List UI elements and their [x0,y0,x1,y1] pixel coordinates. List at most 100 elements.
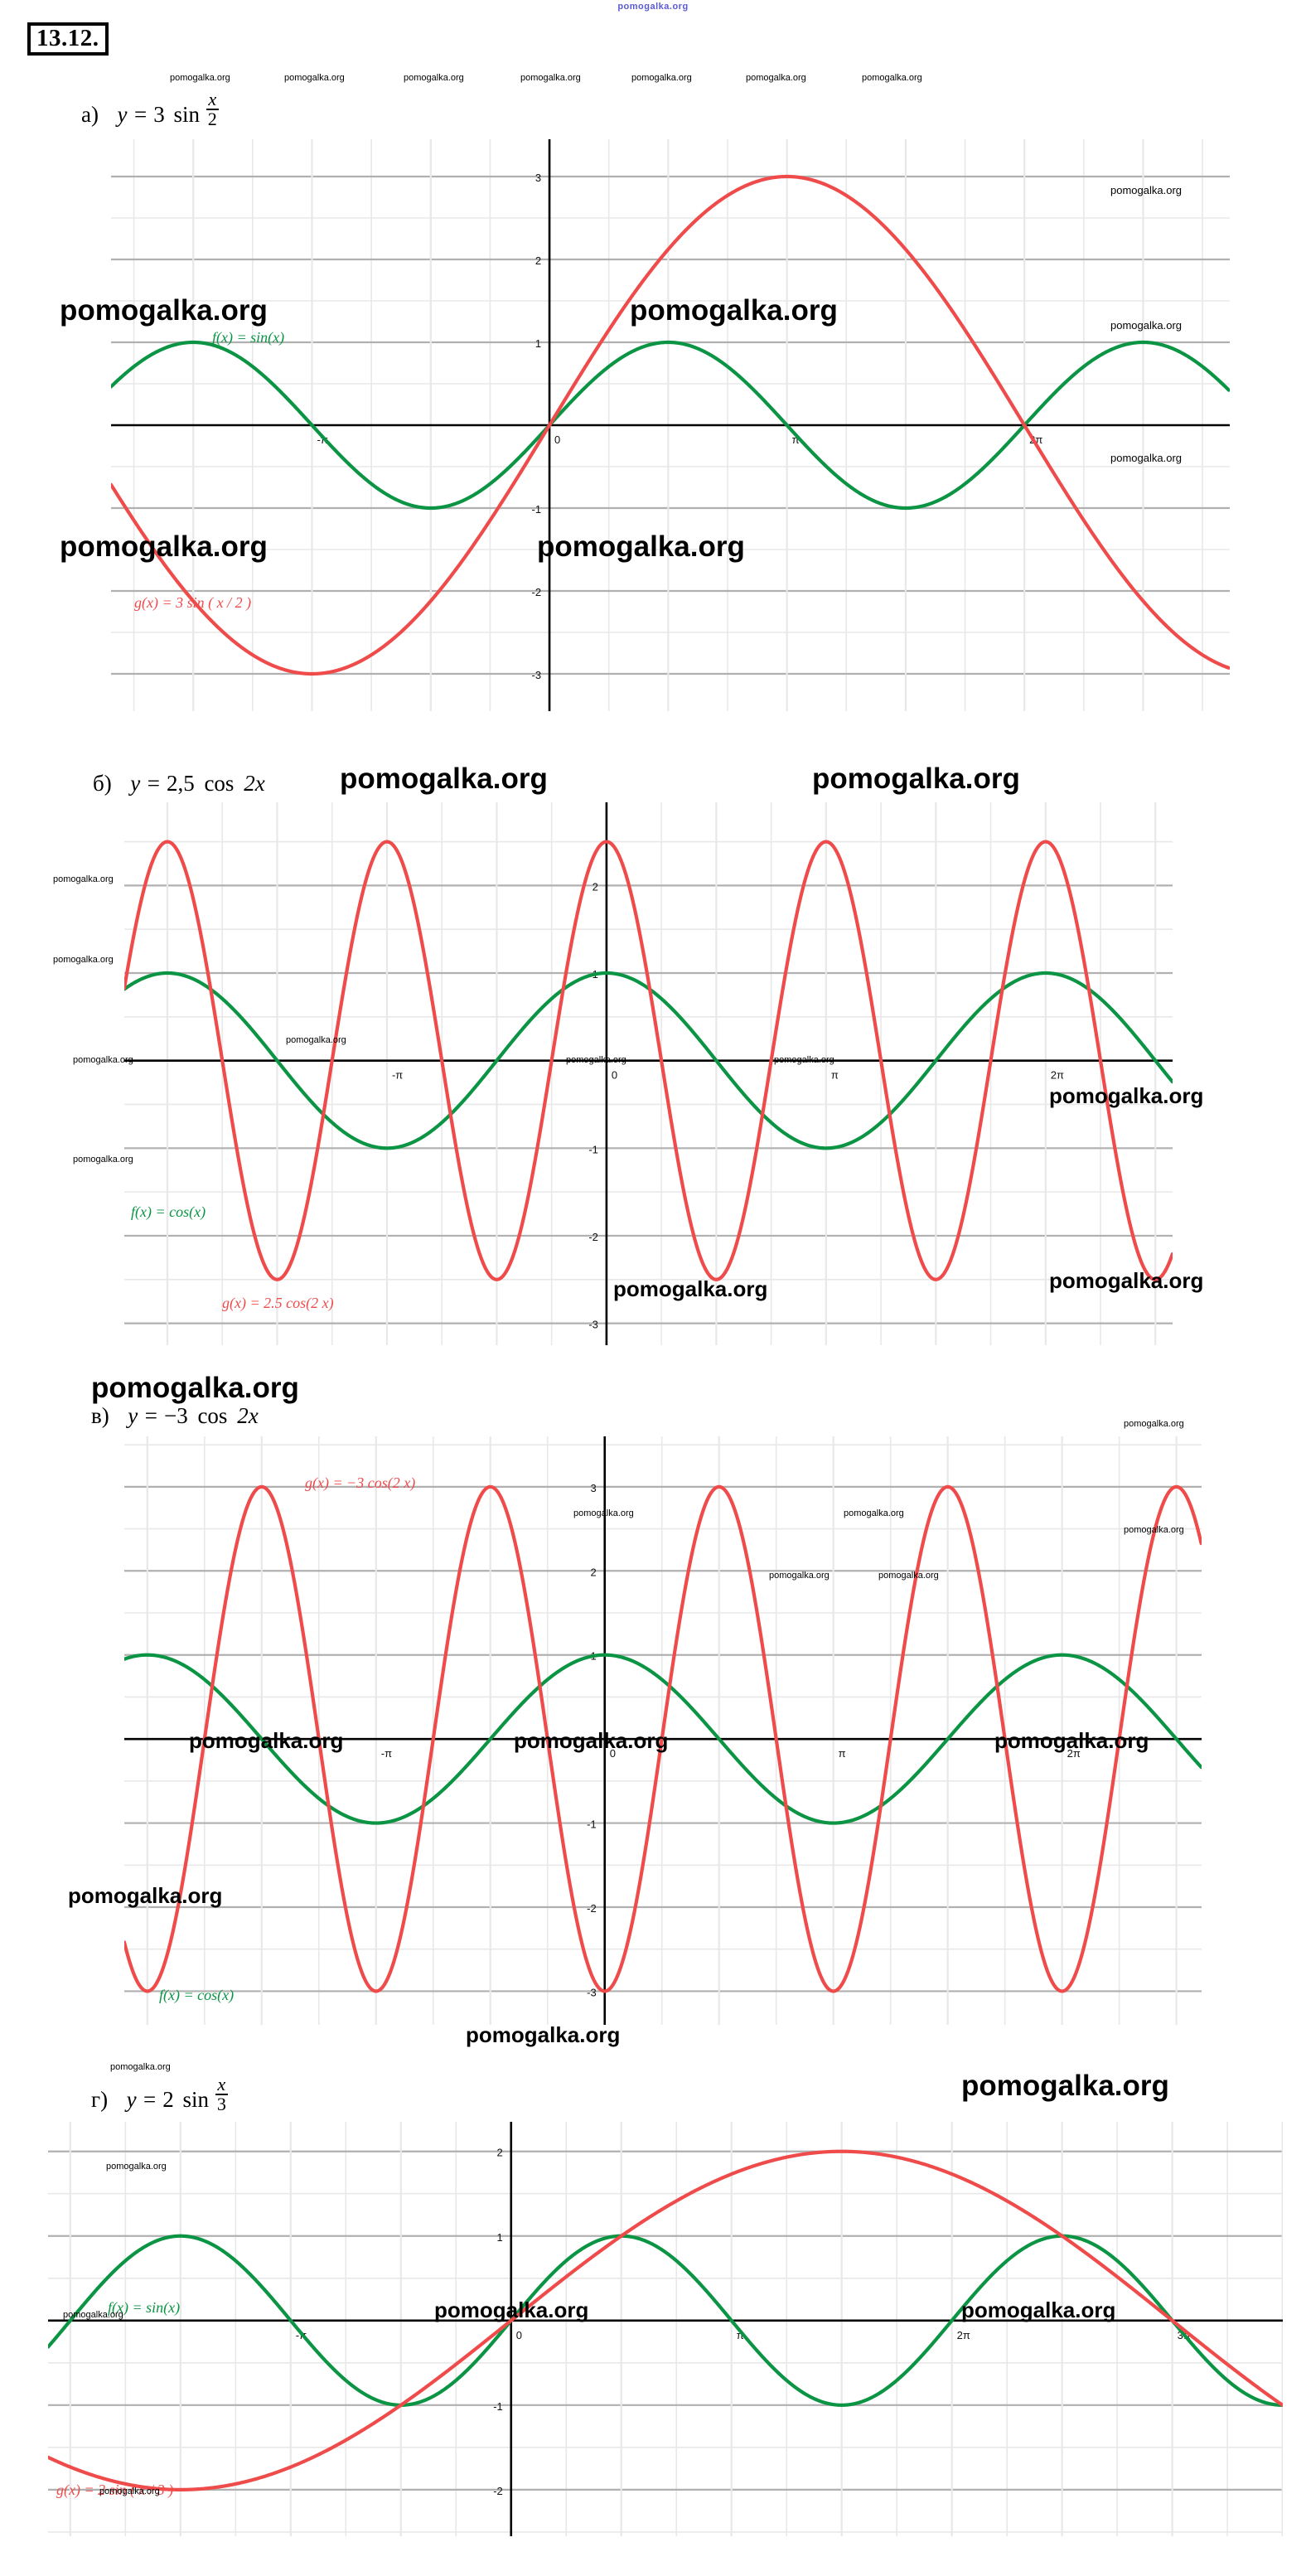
problem-v-arg: 2x [237,1403,259,1428]
watermark-text: pomogalka.org [284,73,345,83]
y-tick-label: -1 [587,1818,597,1831]
curve-green [111,340,1230,511]
curve-red [124,840,1173,1281]
problem-b-lhs: y = [130,771,162,796]
curve-label: f(x) = sin(x) [212,329,284,346]
watermark-text: pomogalka.org [91,1372,299,1404]
problem-b-coef: 2,5 [166,771,195,796]
curve-red [124,1484,1202,1993]
x-tick-label: 0 [612,1069,617,1082]
problem-a-numerator: x [208,88,217,109]
problem-g-label: г) [91,2087,109,2113]
problem-v-lhs: y = [128,1403,159,1428]
problem-b-formula: б) y = 2,5 cos 2x [93,771,265,797]
watermark-text: pomogalka.org [110,2062,171,2072]
problem-v-coef: −3 [163,1403,188,1428]
x-tick-label: 2π [1067,1747,1081,1760]
curve-label: g(x) = 2.5 cos(2 x) [222,1295,334,1312]
watermark-text: pomogalka.org [466,2022,621,2047]
watermark-text: pomogalka.org [520,73,581,83]
chart-b-svg: -3-2-112-π 0 π 2πf(x) = cos(x)g(x) = 2.5 co… [124,802,1173,1345]
curve-label: g(x) = −3 cos(2 x) [305,1474,415,1492]
watermark-text: pomogalka.org [170,73,230,83]
top-watermark: pomogalka.org [617,2,689,12]
problem-g-denominator: 3 [215,2093,228,2114]
problem-g-func: sin [182,2087,210,2113]
y-tick-label: 2 [590,1566,596,1578]
y-tick-label: -1 [493,2400,503,2413]
y-tick-label: 1 [497,2231,503,2244]
y-tick-label: -2 [493,2485,503,2497]
problem-a-formula: а) y = 3 sin x 2 [81,90,220,133]
x-tick-label: 0 [610,1747,616,1760]
y-tick-label: -3 [588,1319,598,1331]
y-tick-label: 3 [535,172,541,184]
problem-v-formula: в) y = −3 cos 2x [91,1403,259,1429]
watermark-text: pomogalka.org [1124,1419,1184,1429]
curve-label: f(x) = sin(x) [108,2299,180,2317]
curve-label: g(x) = 3 sin ( x / 2 ) [134,594,251,612]
x-tick-label: 2π [1051,1069,1064,1082]
problem-v-func: cos [197,1403,228,1428]
watermark-text: pomogalka.org [340,763,548,795]
y-tick-label: -2 [531,586,541,598]
curve-label: f(x) = cos(x) [159,1987,234,2004]
watermark-text: pomogalka.org [862,73,922,83]
y-tick-label: 3 [590,1482,596,1494]
x-tick-label: -π [392,1069,403,1082]
problem-g-lhs: y = [126,2087,157,2113]
problem-g-fraction: x 3 [215,2075,228,2114]
chart-a-panel: -3 -2 -1 1 2 3 -π 0 π 2π f(x) = sin(x) g(x) = 3 sin… [111,139,1230,711]
y-tick-label: -3 [587,1986,597,1998]
problem-b-label: б) [93,771,112,796]
x-tick-label: -π [317,433,327,446]
y-tick-label: 2 [593,880,598,893]
y-tick-label: -3 [531,669,541,681]
curve-green [124,1653,1202,1825]
problem-g-coef: 2 [162,2087,174,2113]
x-tick-label: π [792,433,800,446]
y-tick-label: -1 [588,1143,598,1155]
y-tick-label: -2 [588,1231,598,1243]
problem-a-fraction: x 2 [206,90,219,128]
x-tick-label: π [831,1069,839,1082]
y-tick-label: -1 [531,503,541,516]
watermark-text: pomogalka.org [961,2070,1169,2102]
problem-a-lhs: y = [117,102,148,128]
chart-g-svg: -2-112-π 0 π 2π 3πf(x) = sin(x)g(x) = 2 sin … [48,2122,1283,2536]
problem-a-label: а) [81,102,99,128]
curve-label: g(x) = 2 sin ( x / 3 ) [56,2482,173,2499]
problem-a-coef: 3 [153,102,165,128]
x-tick-label: -π [381,1747,392,1760]
task-number: 13.12. [27,22,109,56]
y-tick-label: 1 [535,337,541,350]
x-tick-label: π [839,1747,846,1760]
x-tick-label: 0 [554,433,560,446]
problem-a-func: sin [173,102,200,128]
x-tick-label: π [737,2329,744,2341]
problem-b-func: cos [204,771,235,796]
problem-g-formula: г) y = 2 sin x 3 [91,2075,229,2118]
chart-b-panel: -3 -2 -1 1 2 -π 0 π 2π f(x) = cos(x) g(x) = 2.5 co… [124,802,1173,1345]
problem-a-denominator: 2 [206,108,219,129]
y-tick-label: -2 [587,1902,597,1915]
watermark-text: pomogalka.org [631,73,692,83]
curve-red [48,2149,1283,2491]
curve-green [48,2234,1283,2407]
problem-v-label: в) [91,1403,109,1428]
problem-g-numerator: x [217,2073,226,2094]
chart-v-panel: -3 -2 -1 1 2 3 -π 0 π 2π f(x) = cos(x) g(x) = −3 co… [124,1436,1202,2025]
chart-g-panel: -2 -1 1 2 -π 0 π 2π 3π f(x) = sin(x) g(x) = 2 sin … [48,2122,1283,2536]
problem-b-arg: 2x [244,771,265,796]
watermark-text: pomogalka.org [404,73,464,83]
watermark-text: pomogalka.org [53,955,114,965]
y-tick-label: 2 [497,2147,503,2159]
x-tick-label: 2π [957,2329,970,2341]
y-tick-label: 2 [535,254,541,267]
curve-label: f(x) = cos(x) [131,1203,206,1221]
watermark-text: pomogalka.org [812,763,1020,795]
curve-red [111,174,1230,676]
watermark-text: pomogalka.org [53,874,114,884]
